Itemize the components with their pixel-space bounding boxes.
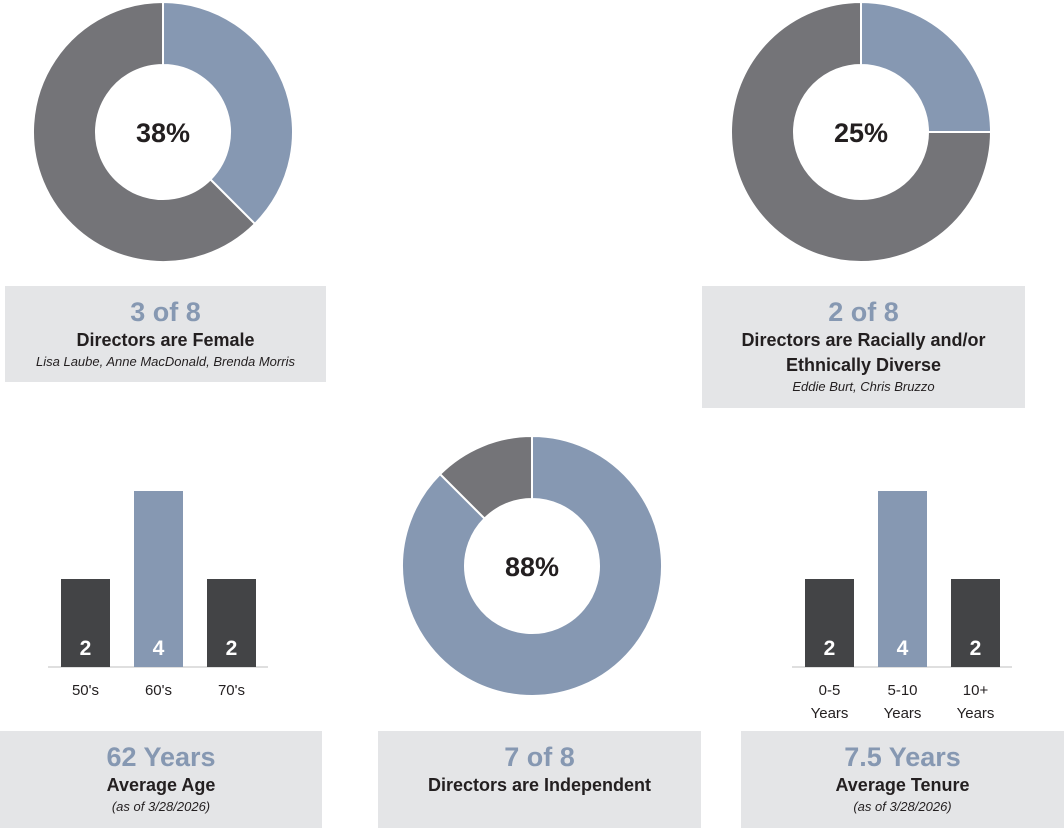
tenure-category-text: Years	[956, 705, 995, 722]
female-count: 3 of 8	[130, 297, 201, 327]
age-title: Average Age	[106, 775, 216, 795]
age-bar-value-1: 4	[153, 637, 165, 660]
tenure-title: Average Tenure	[835, 775, 970, 795]
diverse-names: Eddie Burt, Chris Bruzzo	[792, 379, 935, 394]
diverse-title-line2: Ethnically Diverse	[785, 355, 942, 375]
tenure-bar-value-2: 2	[970, 637, 982, 660]
age-bar-value-0: 2	[80, 637, 92, 660]
female-summary-panel: 3 of 8 Directors are Female Lisa Laube, …	[5, 286, 326, 382]
tenure-bar-value-1: 4	[897, 637, 909, 660]
age-category-label-2: 70's	[192, 679, 271, 702]
age-category-text: 60's	[144, 682, 173, 699]
female-title: Directors are Female	[76, 330, 255, 350]
tenure-category-text: Years	[810, 705, 849, 722]
age-bar-1	[134, 491, 183, 667]
age-headline: 62 Years	[106, 742, 216, 772]
diverse-summary-panel: 2 of 8 Directors are Racially and/or Eth…	[702, 286, 1025, 408]
tenure-bar-1	[878, 491, 927, 667]
independent-slice-1	[438, 434, 533, 521]
age-bar-2	[207, 579, 256, 667]
age-category-label-1: 60's	[119, 679, 198, 702]
tenure-category-text: 10+	[962, 682, 989, 699]
diverse-percent-label: 25%	[833, 118, 889, 148]
tenure-category-label-0: 0-5 Years	[790, 679, 869, 725]
female-names: Lisa Laube, Anne MacDonald, Brenda Morri…	[36, 354, 295, 369]
diverse-count: 2 of 8	[828, 297, 899, 327]
tenure-category-text: 5-10	[887, 682, 918, 699]
tenure-category-label-2: 10+ Years	[936, 679, 1015, 725]
tenure-bar-value-0: 2	[824, 637, 836, 660]
independent-count: 7 of 8	[504, 742, 575, 772]
independent-percent-label: 88%	[504, 552, 560, 582]
age-category-text: 50's	[71, 682, 100, 699]
age-summary-panel: 62 Years Average Age (as of 3/28/2026)	[0, 731, 322, 828]
tenure-category-text: 0-5	[818, 682, 841, 699]
age-bar-value-2: 2	[226, 637, 238, 660]
independent-title: Directors are Independent	[427, 775, 652, 795]
tenure-note: (as of 3/28/2026)	[853, 799, 952, 814]
female-percent-label: 38%	[135, 118, 191, 148]
age-category-text: 70's	[217, 682, 246, 699]
female-slice-0	[162, 0, 294, 226]
diverse-slice-0	[860, 0, 993, 133]
diverse-title-line1: Directors are Racially and/or	[741, 330, 986, 350]
tenure-category-text: Years	[883, 705, 922, 722]
age-bar-0	[61, 579, 110, 667]
tenure-bar-0	[805, 579, 854, 667]
tenure-bar-2	[951, 579, 1000, 667]
age-category-label-0: 50's	[46, 679, 125, 702]
tenure-category-label-1: 5-10 Years	[863, 679, 942, 725]
tenure-headline: 7.5 Years	[844, 742, 961, 772]
tenure-summary-panel: 7.5 Years Average Tenure (as of 3/28/202…	[741, 731, 1064, 828]
independent-summary-panel: 7 of 8 Directors are Independent	[378, 731, 701, 828]
age-note: (as of 3/28/2026)	[111, 799, 211, 814]
